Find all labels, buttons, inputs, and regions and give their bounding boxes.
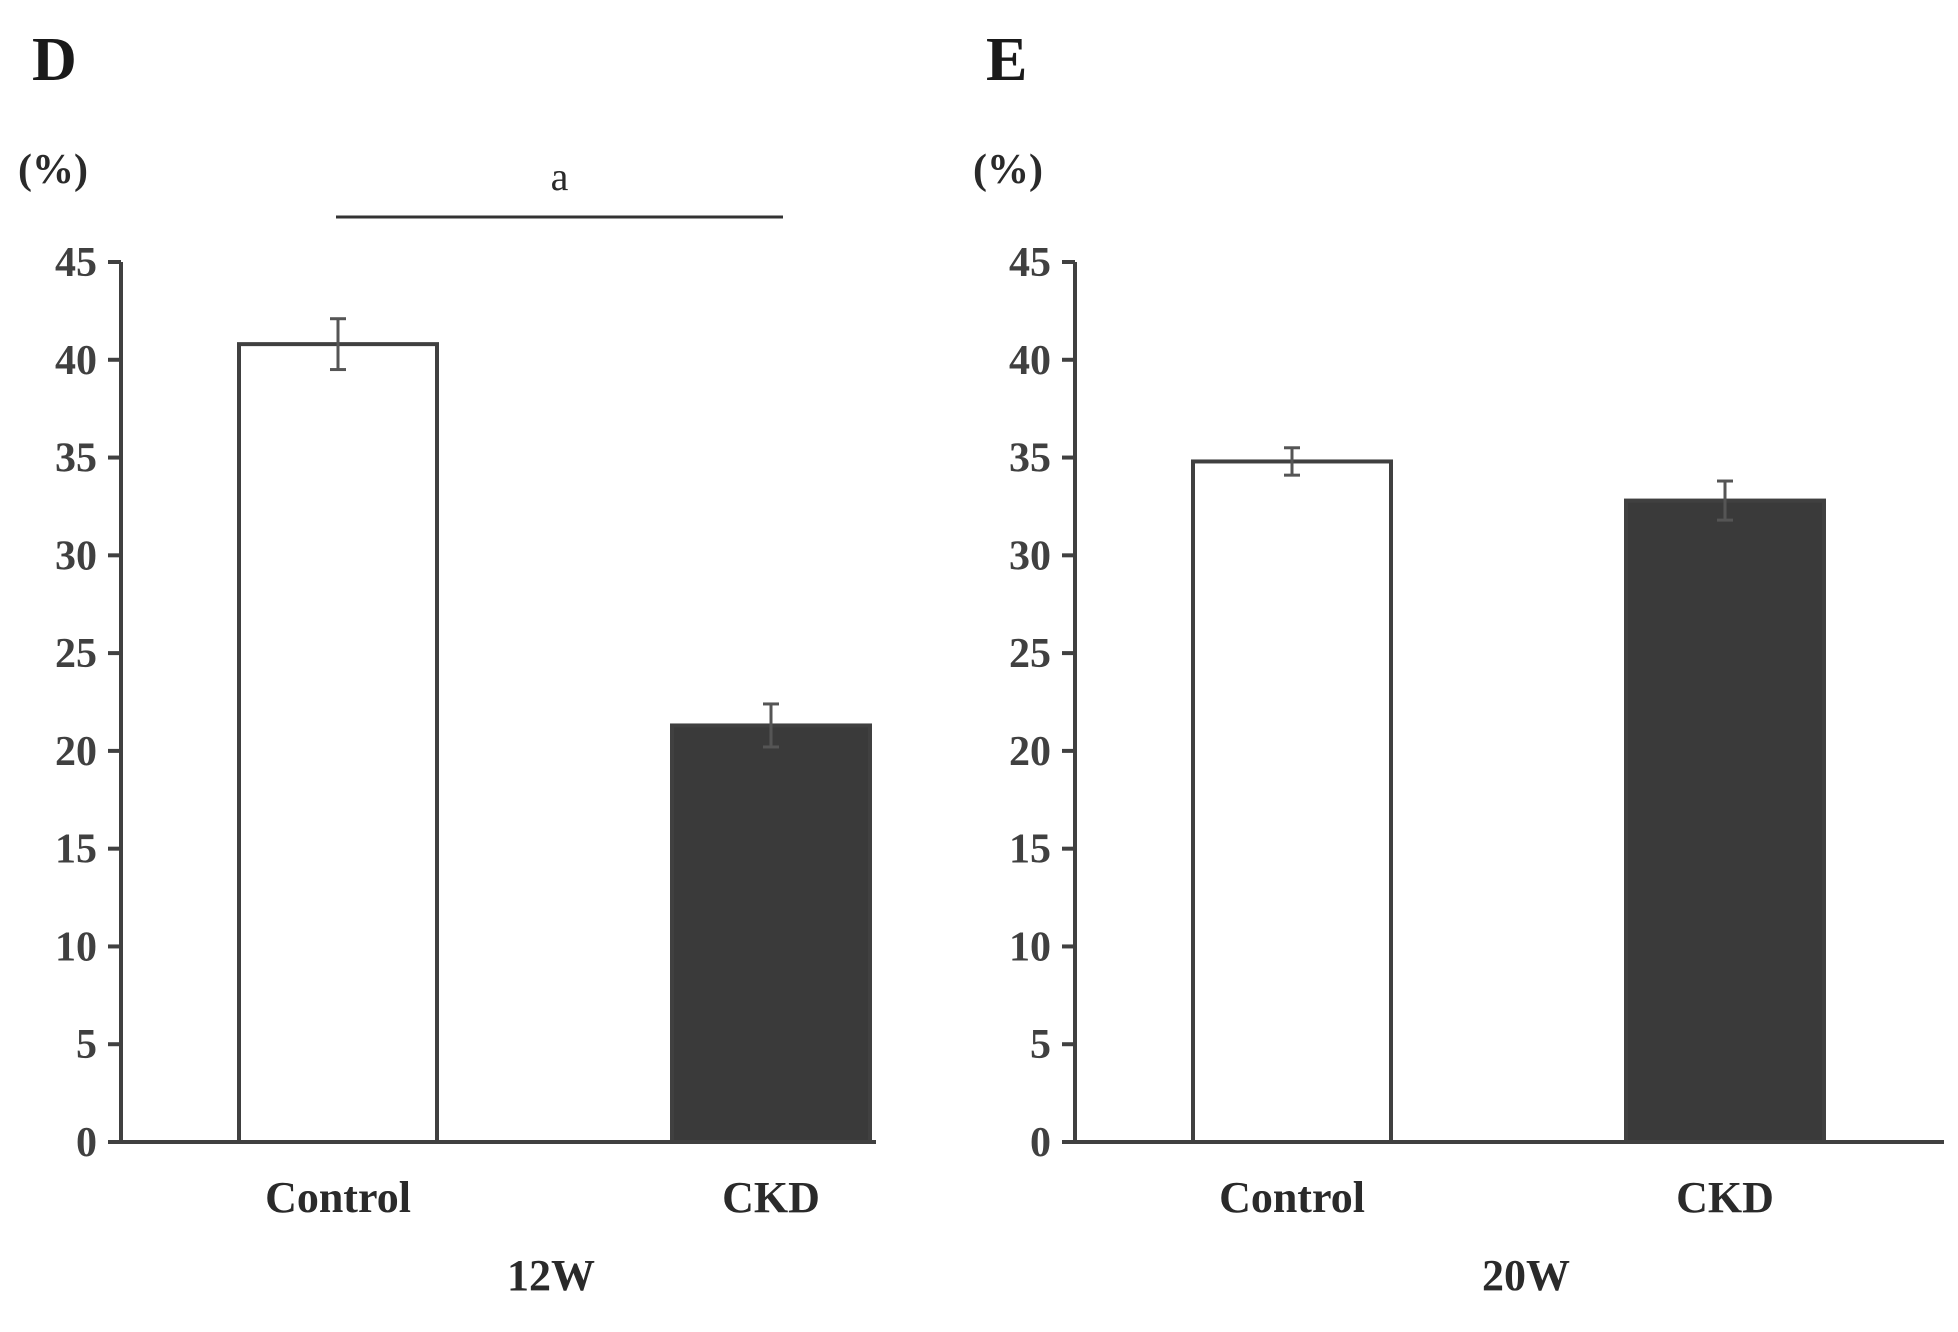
chart-panel-d: D (%) 0 5 10 15 20 25 30 35 40 45 Control CKD 12W a xyxy=(18,26,876,1300)
bar-control xyxy=(1191,459,1393,1144)
y-tick-label: 30 xyxy=(55,533,97,579)
y-tick-label: 25 xyxy=(1009,631,1051,677)
y-tick-label: 10 xyxy=(1009,924,1051,970)
y-tick-label: 0 xyxy=(1030,1120,1051,1166)
y-tick-label: 45 xyxy=(1009,240,1051,286)
y-tick-label: 0 xyxy=(76,1120,97,1166)
x-category-label: CKD xyxy=(722,1173,820,1222)
y-tick-label: 10 xyxy=(55,924,97,970)
panel-letter: E xyxy=(986,26,1027,94)
x-category-label: CKD xyxy=(1676,1173,1774,1222)
y-tick-label: 25 xyxy=(55,631,97,677)
y-tick-label: 30 xyxy=(1009,533,1051,579)
x-axis-group-label: 12W xyxy=(507,1251,595,1300)
x-category-label: Control xyxy=(265,1173,411,1222)
y-axis-unit-label: (%) xyxy=(973,147,1043,193)
bar-control xyxy=(237,342,439,1144)
panel-letter: D xyxy=(32,26,77,94)
y-tick-label: 5 xyxy=(76,1022,97,1068)
y-axis-unit-label: (%) xyxy=(18,147,88,193)
y-tick-label: 35 xyxy=(55,436,97,482)
y-tick-label: 20 xyxy=(55,729,97,775)
y-tick-label: 15 xyxy=(1009,827,1051,873)
y-tick-label: 45 xyxy=(55,240,97,286)
y-tick-label: 40 xyxy=(55,338,97,384)
bar-ckd xyxy=(1624,498,1826,1145)
y-tick-label: 40 xyxy=(1009,338,1051,384)
y-tick-label: 15 xyxy=(55,827,97,873)
x-axis-group-label: 20W xyxy=(1482,1251,1570,1300)
y-tick-label: 5 xyxy=(1030,1022,1051,1068)
chart-panel-e: E (%) 0 5 10 15 20 25 30 35 40 45 Control CKD 20W xyxy=(973,26,1944,1300)
significance-label: a xyxy=(551,154,569,199)
y-tick-label: 20 xyxy=(1009,729,1051,775)
y-tick-label: 35 xyxy=(1009,436,1051,482)
x-category-label: Control xyxy=(1219,1173,1365,1222)
bar-ckd xyxy=(670,723,872,1144)
